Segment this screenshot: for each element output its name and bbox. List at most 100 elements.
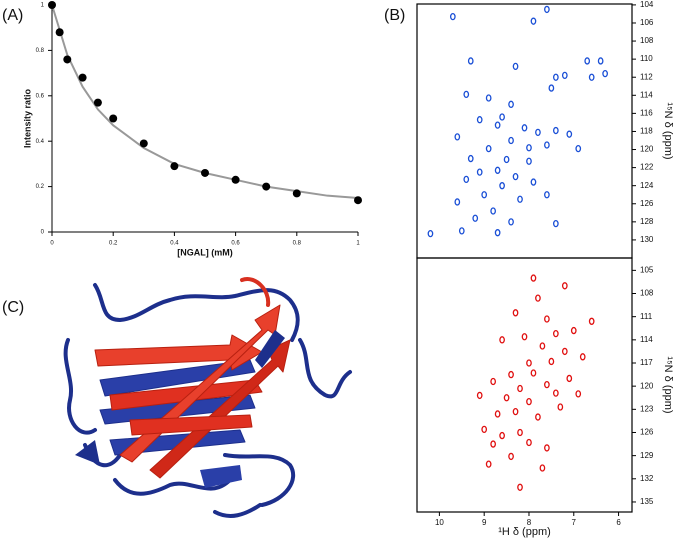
nmr-peak: [512, 62, 519, 71]
panel-label: (C): [2, 299, 24, 316]
nmr-peak: [476, 168, 483, 176]
nmr-peak: [597, 57, 604, 65]
data-point: [170, 162, 179, 171]
nmr-peak: [494, 410, 501, 418]
nmr-peak: [530, 178, 537, 186]
nmr-peak: [588, 73, 595, 81]
x-axis-label: [NGAL] (mM): [177, 247, 233, 257]
y-tick-label: 108: [640, 289, 654, 298]
y-tick-label: 124: [640, 181, 654, 190]
y-tick-label: 116: [640, 108, 653, 117]
nmr-peak: [575, 144, 582, 153]
nmr-peak: [467, 57, 474, 65]
nmr-peak: [539, 342, 546, 350]
nmr-peak: [472, 214, 479, 222]
nmr-peak: [517, 483, 523, 491]
nmr-peak: [512, 172, 519, 181]
nmr-peak: [494, 229, 501, 237]
nmr-peak: [535, 294, 541, 302]
y-tick-label: 129: [640, 451, 654, 460]
x-tick-label: 10: [435, 518, 444, 527]
nmr-peak: [526, 144, 532, 152]
x-tick-label: 0.4: [170, 241, 179, 247]
nmr-peak: [557, 403, 564, 411]
nmr-peak: [544, 444, 550, 452]
y-tick-label: 106: [640, 18, 654, 27]
nmr-peak: [548, 84, 555, 92]
nmr-peak: [517, 195, 523, 203]
y-tick-label: 104: [640, 0, 654, 9]
nmr-peak: [548, 357, 555, 366]
nmr-peak: [539, 464, 546, 472]
x-tick-label: 6: [616, 518, 621, 527]
nmr-peak: [476, 391, 483, 400]
nmr-peak: [503, 394, 510, 402]
nmr-peak: [561, 71, 568, 80]
nmr-peak: [490, 207, 496, 215]
data-point: [93, 98, 102, 107]
data-point: [139, 139, 148, 148]
y-tick-label: 114: [640, 90, 653, 99]
y-axis-label: ¹⁵N δ (ppm): [662, 102, 674, 159]
nmr-peak: [481, 425, 488, 434]
nmr-peak: [535, 128, 541, 137]
data-point: [63, 55, 72, 64]
nmr-peak: [490, 377, 496, 386]
x-tick-label: 9: [482, 518, 487, 527]
data-point: [262, 182, 271, 191]
nmr-peak: [526, 359, 532, 367]
nmr-peak: [499, 182, 505, 190]
nmr-peak: [467, 154, 474, 163]
x-tick-label: 0.2: [109, 241, 118, 247]
y-tick-label: 130: [640, 235, 654, 244]
y-tick-label: 117: [640, 358, 653, 367]
nmr-peak: [508, 370, 514, 379]
y-tick-label: 126: [640, 199, 654, 208]
nmr-peak: [517, 384, 523, 393]
y-tick-label: 1: [41, 3, 45, 9]
nmr-peak: [499, 336, 505, 344]
x-tick-label: 8: [527, 518, 532, 527]
nmr-peak: [490, 440, 496, 448]
nmr-peak: [530, 369, 537, 377]
nmr-peak: [508, 452, 514, 461]
y-tick-label: 105: [640, 265, 654, 274]
data-point: [55, 28, 64, 37]
nmr-peak: [494, 166, 501, 174]
nmr-peak: [553, 330, 559, 338]
nmr-peak: [494, 121, 501, 129]
y-tick-label: 0.8: [36, 48, 45, 54]
nmr-peak: [544, 315, 550, 323]
nmr-peak: [485, 460, 492, 468]
x-axis-label: ¹H δ (ppm): [498, 526, 551, 538]
nmr-peak: [588, 317, 595, 325]
y-tick-label: 111: [640, 312, 653, 321]
nmr-peak: [566, 130, 573, 138]
nmr-peak: [544, 191, 550, 199]
y-tick-label: 0.2: [36, 184, 45, 190]
x-tick-label: 0.8: [293, 241, 302, 247]
nmr-peak: [454, 133, 461, 141]
y-tick-label: 108: [640, 36, 654, 45]
nmr-peak: [553, 220, 559, 228]
nmr-peak: [517, 428, 523, 437]
y-tick-label: 132: [640, 474, 654, 483]
nmr-peak: [526, 438, 532, 447]
nmr-peak: [512, 309, 519, 317]
y-tick-label: 0.6: [36, 93, 45, 99]
data-point: [48, 1, 56, 9]
data-point: [109, 114, 118, 123]
nmr-peak: [561, 347, 568, 356]
y-tick-label: 128: [640, 217, 654, 226]
nmr-peak: [553, 126, 559, 135]
nmr-peak: [530, 274, 537, 282]
x-tick-label: 0.6: [231, 241, 240, 247]
nmr-peak: [508, 136, 514, 145]
y-tick-label: 114: [640, 335, 653, 344]
y-tick-label: 112: [640, 72, 653, 81]
y-axis-label: ¹⁵N δ (ppm): [662, 356, 674, 413]
nmr-peak: [481, 191, 488, 199]
nmr-peak: [561, 282, 568, 290]
nmr-peak: [503, 155, 510, 164]
